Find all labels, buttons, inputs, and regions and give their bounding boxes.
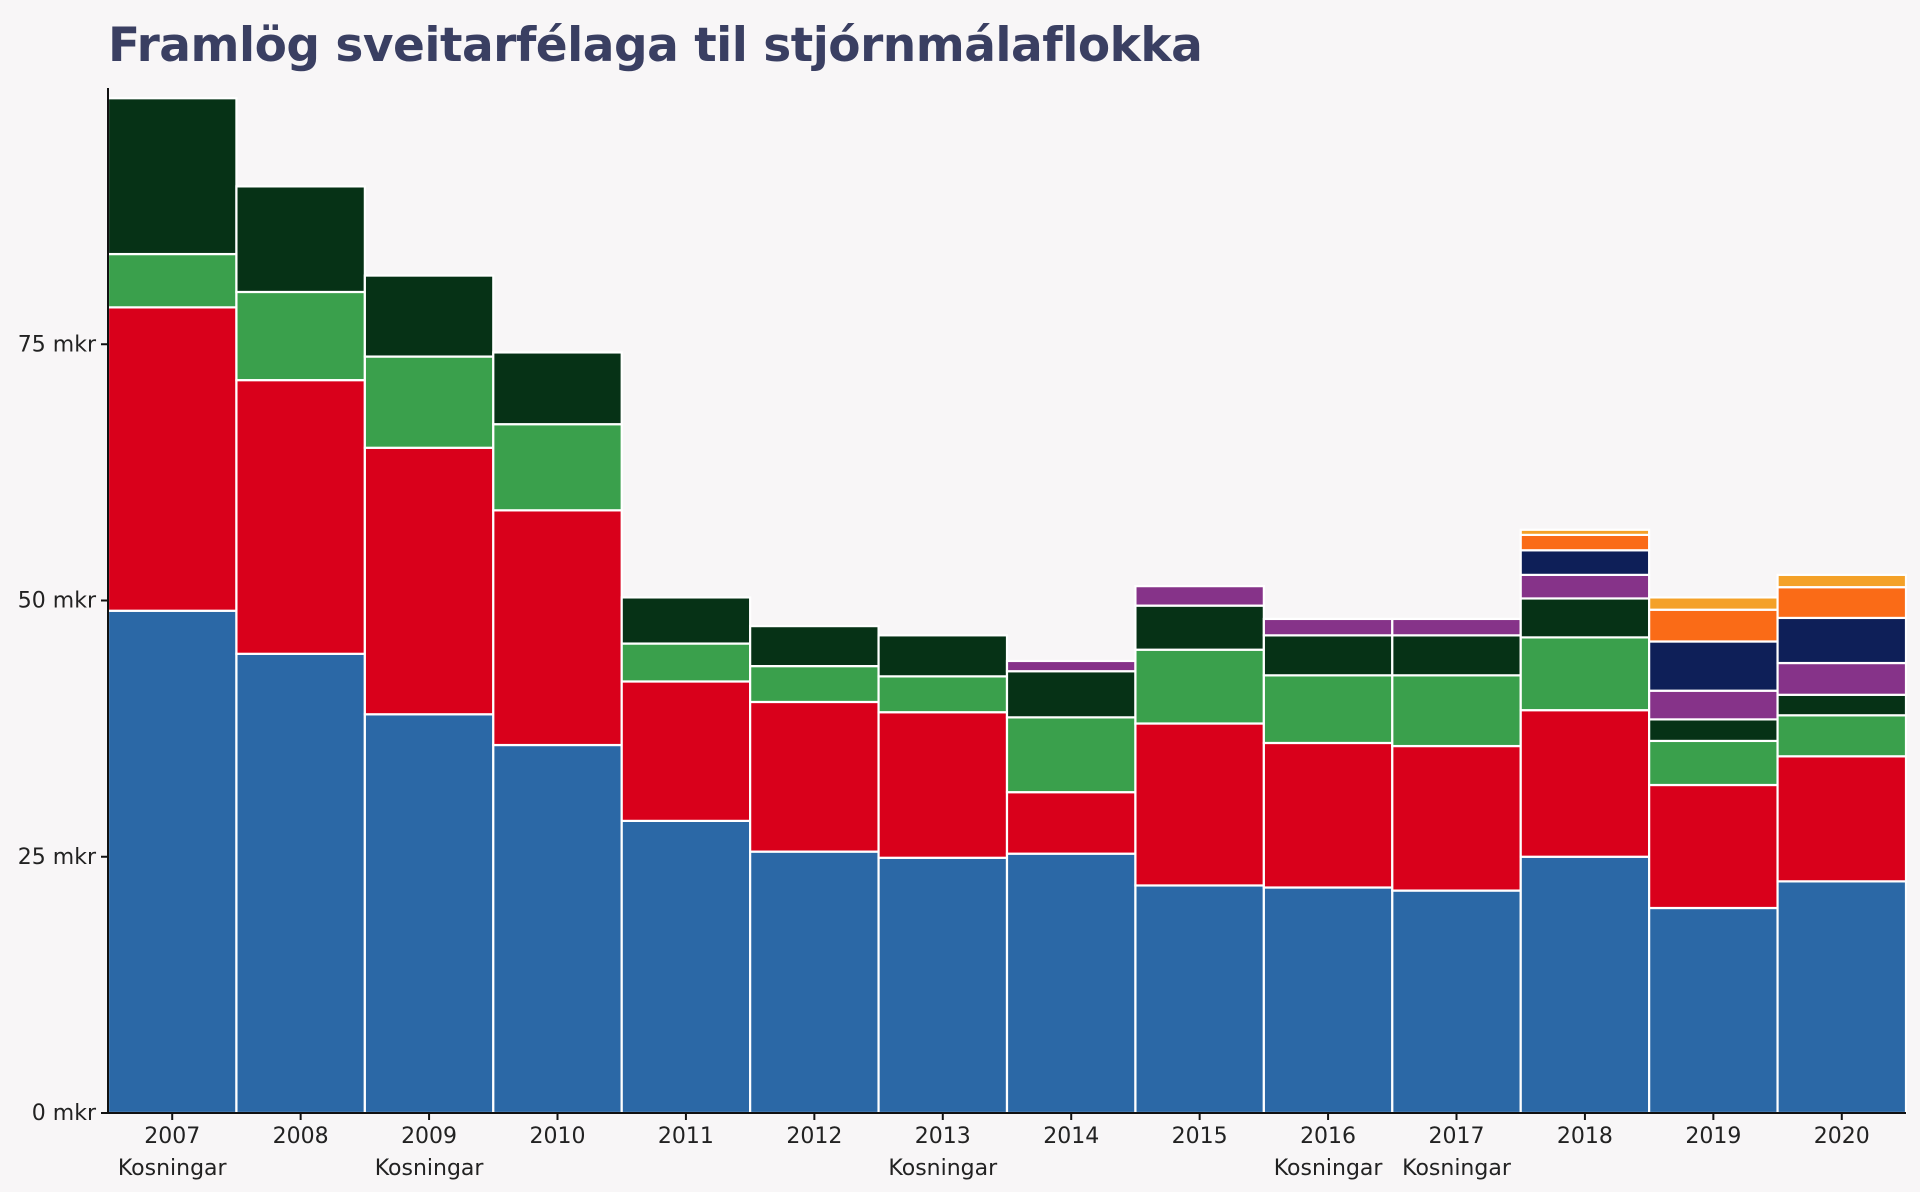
bar-segment-2011-s3 [620,642,752,683]
bar-segment-2018-s5 [1519,573,1651,600]
bar-segment-2018-s8 [1519,528,1651,537]
bar-segment-2007-s4 [106,97,238,256]
x-tick-label: 2018 [1557,1124,1613,1149]
bar-segment-2016-s2 [1262,741,1394,889]
bar-segment-2009-s1 [363,713,495,1115]
bar-segment-2019-s1 [1648,906,1779,1115]
bar-segment-2016-s3 [1262,674,1394,745]
bar-segment-2011-s4 [620,596,752,645]
bar-segment-2019-s6 [1648,640,1779,692]
bar-segment-2015-s5 [1134,585,1265,607]
bar-segment-2012-s1 [749,850,880,1115]
y-tick-label: 50 mkr [18,589,97,614]
bar-segment-2007-s1 [106,609,238,1115]
bar-segment-2014-s3 [1005,716,1137,794]
bar-segment-2020-s3 [1776,714,1908,758]
bar-segment-2013-s3 [877,675,1009,714]
bar-segment-2020-s7 [1776,586,1908,620]
bar-segment-2015-s4 [1134,604,1265,651]
bar-segment-2007-s3 [106,252,238,309]
axes-layer: 0 mkr 25 mkr 50 mkr 75 mkr 2007 Kosningar 2008… [18,88,1906,1181]
bar-segment-2014-s2 [1005,791,1137,855]
x-tick-note: Kosningar [1402,1156,1512,1181]
bar-segment-2009-s3 [363,355,495,449]
bar-segment-2019-s2 [1648,783,1779,910]
bar-segment-2008-s3 [235,290,366,382]
bar-segment-2012-s4 [749,625,880,668]
bar-segment-2012-s3 [749,664,880,704]
bar-segment-2013-s4 [877,634,1009,678]
bar-segment-2018-s1 [1519,855,1651,1115]
x-tick-note: Kosningar [118,1156,228,1181]
x-tick-label: 2014 [1043,1124,1099,1149]
bar-segment-2010-s2 [492,509,623,747]
bar-segment-2017-s5 [1391,617,1522,637]
x-tick-label: 2016 [1300,1124,1356,1149]
bar-segment-2011-s1 [620,819,752,1115]
chart-title: Framlög sveitarfélaga til stjórnmálaflok… [108,18,1203,73]
x-tick-label: 2019 [1685,1124,1741,1149]
bar-segment-2016-s4 [1262,634,1394,677]
x-tick-label: 2012 [786,1124,842,1149]
bar-segment-2008-s1 [235,652,366,1115]
bar-segment-2019-s3 [1648,739,1779,787]
bar-segment-2018-s6 [1519,549,1651,576]
bar-segment-2017-s1 [1391,889,1522,1115]
bar-segment-2011-s2 [620,680,752,822]
x-tick-label: 2015 [1172,1124,1228,1149]
bar-segment-2019-s7 [1648,608,1779,643]
bar-segment-2007-s2 [106,306,238,612]
bar-segment-2015-s3 [1134,648,1265,725]
bar-segment-2019-s4 [1648,718,1779,743]
y-tick-label: 25 mkr [18,845,97,870]
bar-segment-2020-s1 [1776,880,1908,1115]
x-tick-label: 2009 [401,1124,457,1149]
bar-segment-2017-s4 [1391,634,1522,677]
x-tick-note: Kosningar [1274,1156,1384,1181]
bar-segment-2017-s3 [1391,674,1522,748]
bar-segment-2020-s4 [1776,693,1908,717]
bar-segment-2013-s2 [877,711,1009,859]
bar-segment-2009-s4 [363,274,495,358]
x-tick-note: Kosningar [888,1156,998,1181]
bar-segment-2020-s5 [1776,661,1908,696]
y-tick-label: 75 mkr [18,332,97,357]
bar-segment-2019-s5 [1648,689,1779,721]
x-tick-label: 2007 [144,1124,200,1149]
bar-segment-2019-s8 [1648,596,1779,611]
x-tick-label: 2013 [915,1124,971,1149]
bar-segment-2014-s4 [1005,670,1137,719]
bar-segment-2010-s4 [492,351,623,426]
bar-segment-2018-s2 [1519,709,1651,858]
bar-segment-2015-s1 [1134,884,1265,1115]
bar-segment-2020-s8 [1776,573,1908,589]
bar-segment-2013-s1 [877,856,1009,1115]
x-tick-label: 2008 [273,1124,329,1149]
bar-segment-2020-s2 [1776,755,1908,883]
bar-segment-2017-s2 [1391,744,1522,892]
bar-segment-2015-s2 [1134,722,1265,887]
x-tick-label: 2011 [658,1124,714,1149]
x-tick-label: 2020 [1814,1124,1870,1149]
bar-segment-2009-s2 [363,446,495,716]
y-tick-label: 0 mkr [32,1101,97,1126]
bar-segment-2012-s2 [749,700,880,853]
bar-segment-2018-s7 [1519,533,1651,552]
bar-segment-2014-s1 [1005,852,1137,1115]
bars-layer [106,97,1908,1115]
bar-segment-2008-s4 [235,185,366,294]
x-tick-label: 2017 [1429,1124,1485,1149]
bar-segment-2010-s1 [492,743,623,1115]
bar-segment-2014-s5 [1005,659,1137,673]
x-tick-label: 2010 [530,1124,586,1149]
bar-segment-2018-s4 [1519,597,1651,639]
bar-segment-2020-s6 [1776,616,1908,665]
bar-segment-2008-s2 [235,379,366,655]
bar-segment-2018-s3 [1519,636,1651,712]
bar-segment-2010-s3 [492,423,623,512]
x-tick-note: Kosningar [375,1156,485,1181]
bar-segment-2016-s5 [1262,617,1394,637]
bar-segment-2016-s1 [1262,886,1394,1115]
